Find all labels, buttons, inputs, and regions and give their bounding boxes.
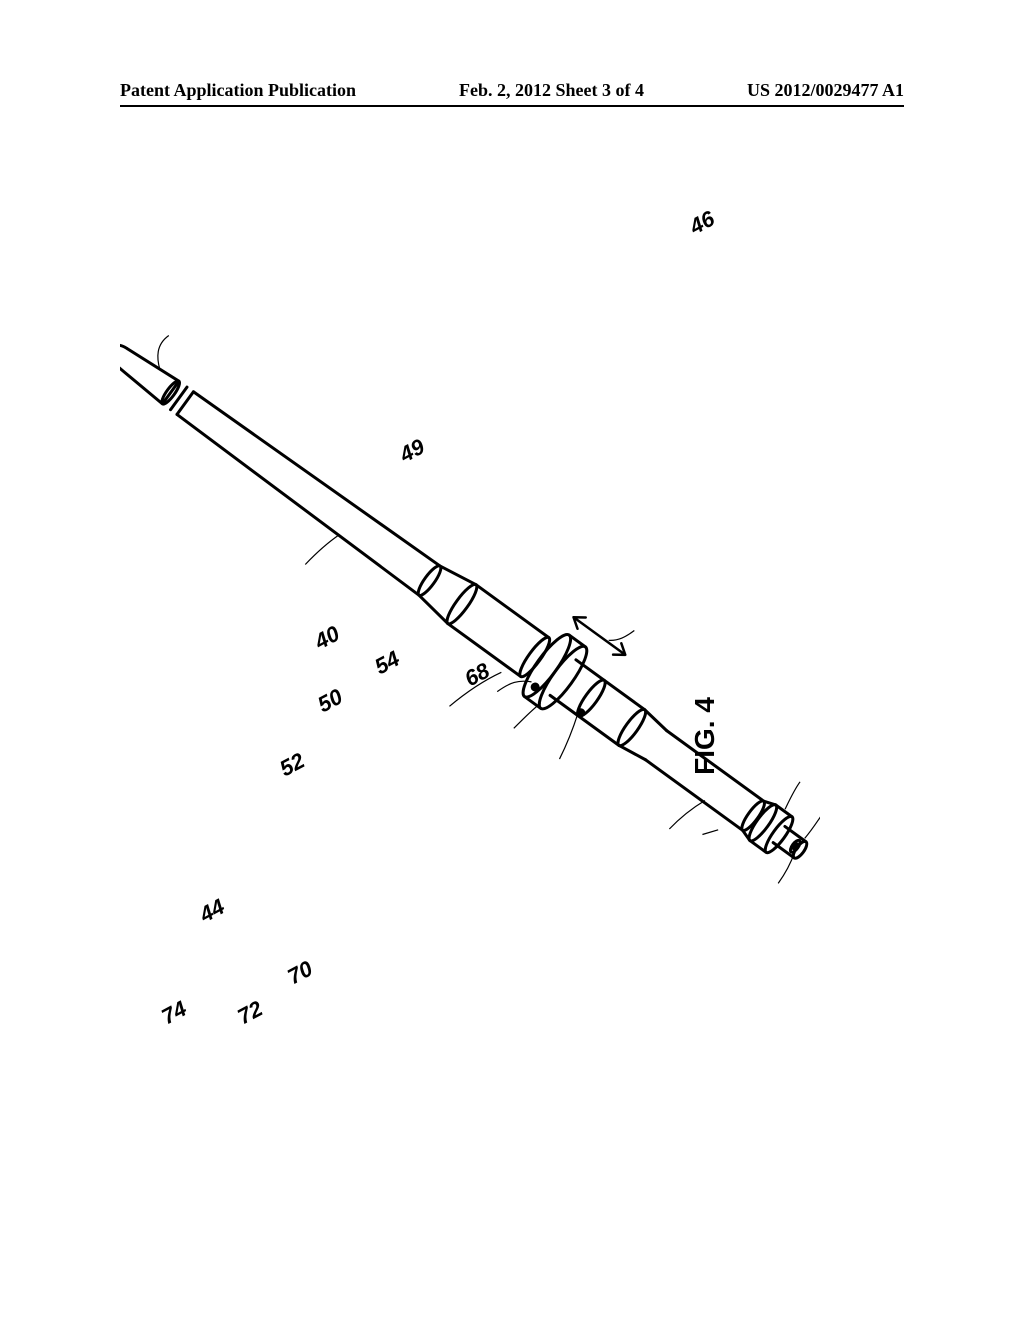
page-header: Patent Application Publication Feb. 2, 2… (120, 80, 904, 107)
header-left: Patent Application Publication (120, 80, 356, 101)
header-center: Feb. 2, 2012 Sheet 3 of 4 (459, 80, 644, 101)
drawing (120, 200, 820, 1020)
figure-area: 46 40 49 54 50 52 68 44 70 72 74 FIG. 4 (120, 180, 904, 1200)
figure-label: FIG. 4 (689, 697, 721, 775)
device-body (120, 298, 820, 883)
figure-svg (120, 200, 820, 1020)
header-right: US 2012/0029477 A1 (747, 80, 904, 101)
lead-lines (120, 306, 820, 923)
patent-page: Patent Application Publication Feb. 2, 2… (0, 0, 1024, 1320)
